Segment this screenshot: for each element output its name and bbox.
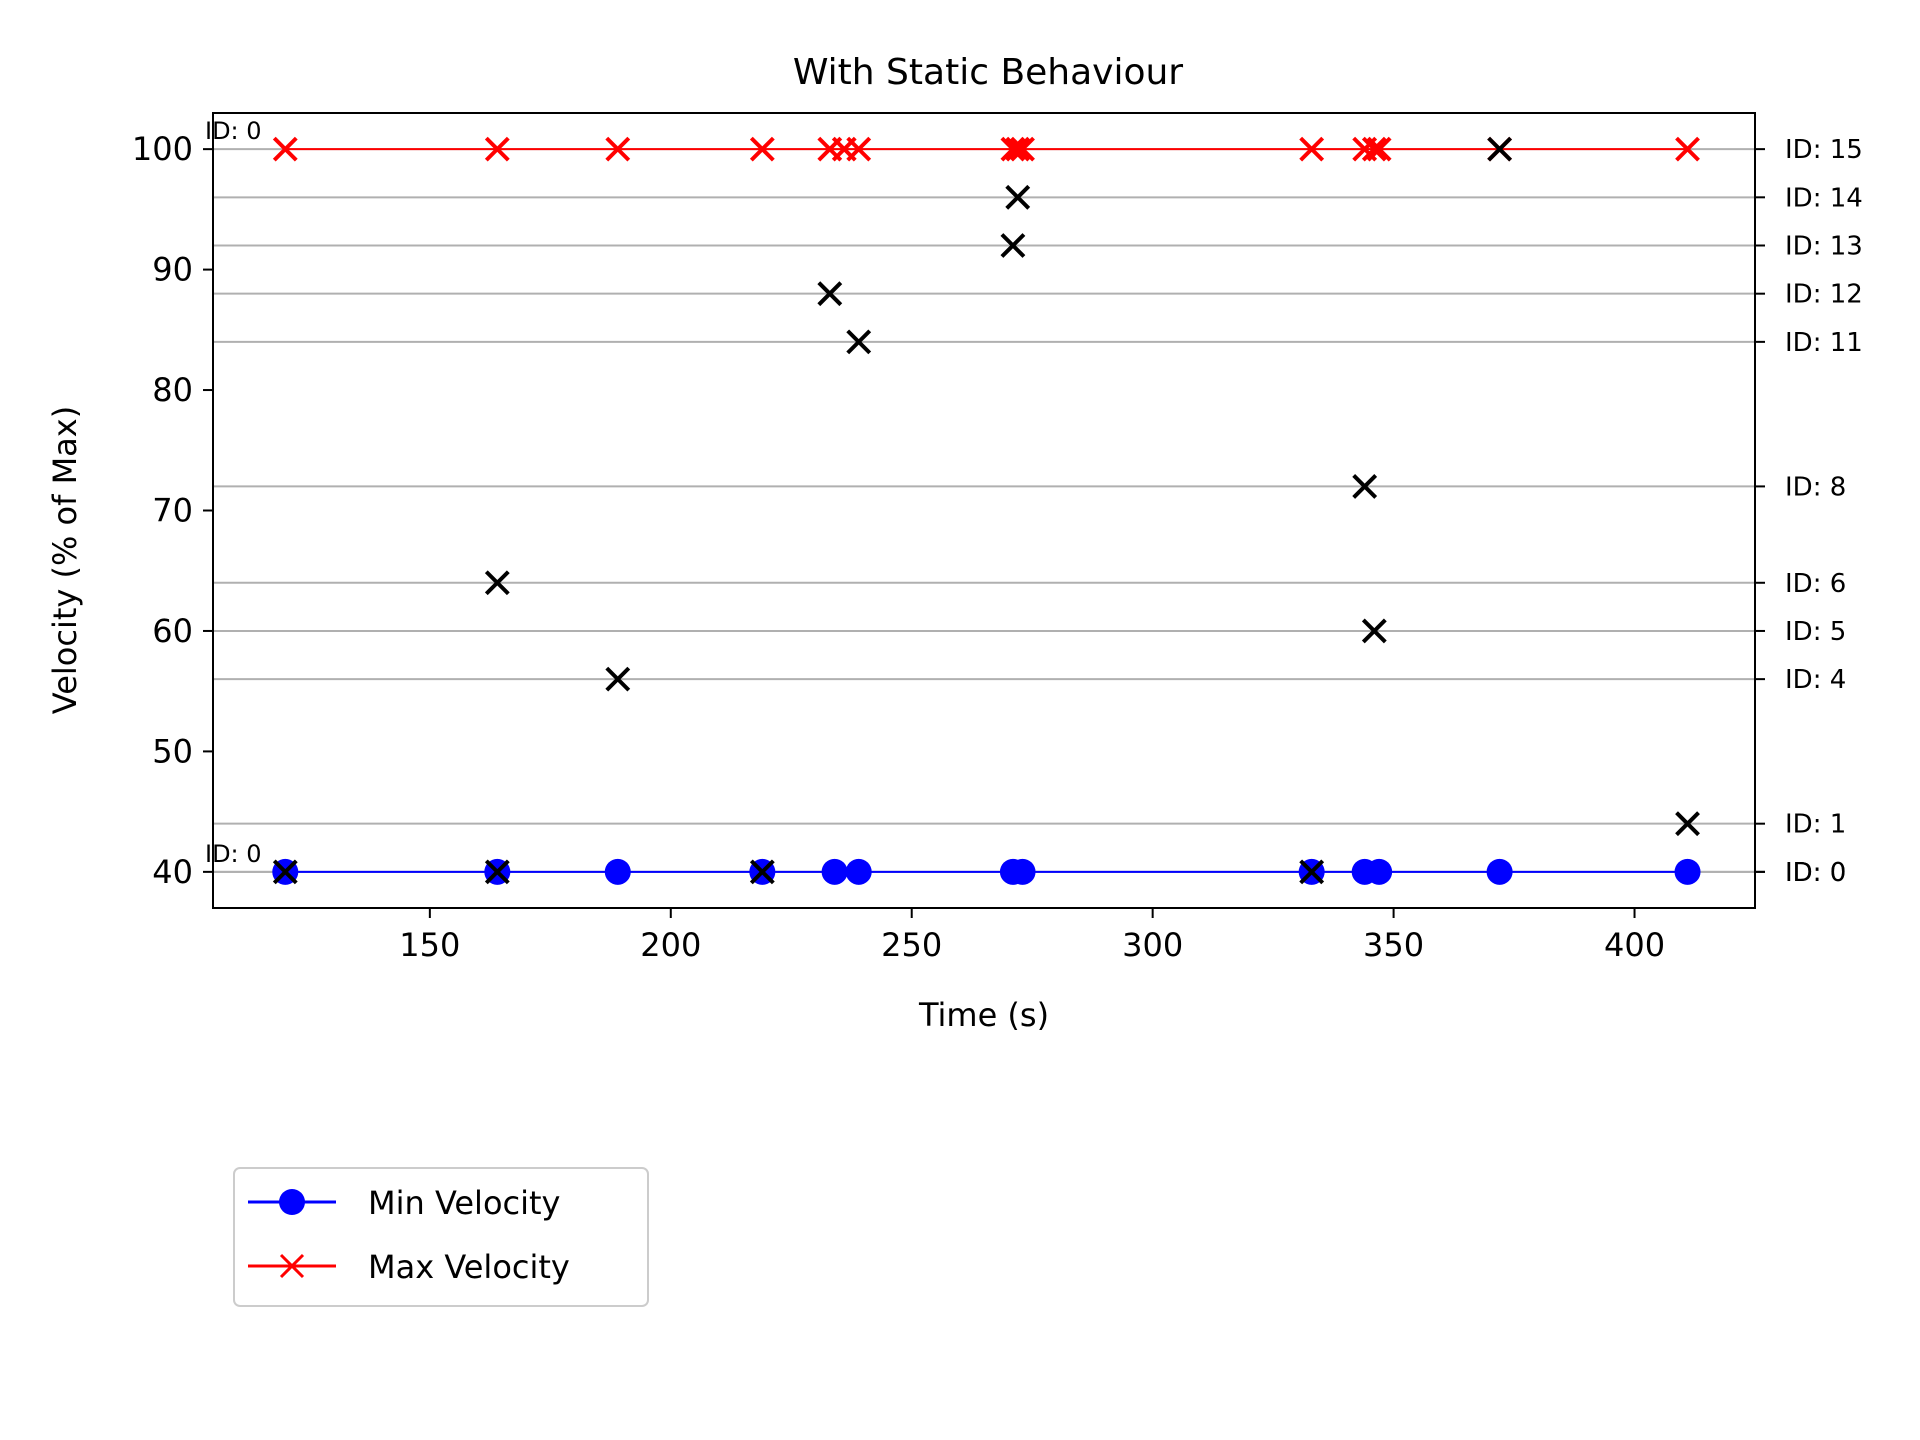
legend-box	[233, 1167, 649, 1307]
y-tick-label: 60	[152, 612, 193, 650]
max-velocity-point	[1361, 136, 1387, 162]
max-velocity-point-stroke	[605, 136, 631, 162]
legend-marker-max-stroke	[279, 1253, 305, 1279]
id-label: ID: 1	[1785, 810, 1846, 840]
y-tick-label: 40	[152, 853, 193, 891]
y-tick-label: 80	[152, 371, 193, 409]
max-velocity-point	[605, 136, 631, 162]
id-marker-point-stroke	[605, 666, 631, 692]
legend-label-max: Max Velocity	[368, 1248, 570, 1286]
max-velocity-point	[846, 136, 872, 162]
legend-marker-min	[279, 1189, 305, 1215]
id-marker-point-stroke	[846, 329, 872, 355]
id-marker-point	[484, 859, 510, 885]
legend-label-min: Min Velocity	[368, 1184, 560, 1222]
max-velocity-point	[1000, 136, 1026, 162]
legend-marker-max	[279, 1253, 305, 1279]
id-marker-point	[272, 859, 298, 885]
id-marker-point	[1352, 473, 1378, 499]
id-label: ID: 13	[1785, 232, 1863, 262]
min-velocity-point	[1486, 858, 1513, 885]
max-velocity-point-stroke	[846, 136, 872, 162]
max-velocity-point-stroke	[1000, 136, 1026, 162]
x-tick-label: 150	[399, 926, 460, 964]
plot-area: ID: 15 ID: 14 ID: 13 ID: 12 ID: 11 ID: 8 ID: 6…	[132, 112, 1863, 964]
id-marker-point	[1299, 859, 1325, 885]
min-velocity-point	[1674, 858, 1701, 885]
x-tick-label: 200	[640, 926, 701, 964]
max-velocity-point	[272, 136, 298, 162]
y-tick-label: 100	[132, 130, 193, 168]
id-marker-point-stroke	[1005, 184, 1031, 210]
y-tick-label: 90	[152, 251, 193, 289]
id-marker-point-stroke	[1000, 233, 1026, 258]
id-marker-point-stroke	[1299, 859, 1325, 885]
max-velocity-point	[749, 136, 775, 162]
y-axis-label: Velocity (% of Max)	[46, 406, 84, 714]
id-marker-point	[1675, 811, 1700, 837]
id-label: ID: 0	[1785, 858, 1846, 888]
legend: Min Velocity Max Velocity	[233, 1167, 649, 1307]
id-label: ID: 8	[1785, 472, 1846, 502]
max-velocity-point	[484, 136, 510, 162]
max-velocity-point-stroke	[1675, 136, 1700, 162]
min-velocity-point	[604, 858, 631, 885]
chart-title: With Static Behaviour	[793, 52, 1183, 93]
max-velocity-point-stroke	[1299, 136, 1325, 162]
id-label: ID: 6	[1785, 569, 1846, 599]
max-velocity-point-stroke	[749, 136, 775, 162]
max-velocity-point	[1675, 136, 1700, 162]
x-tick-label: 400	[1604, 926, 1665, 964]
id-label: ID: 11	[1785, 328, 1863, 358]
max-velocity-point	[1366, 136, 1392, 162]
id-marker-point-stroke	[749, 859, 775, 885]
x-tick-label: 350	[1363, 926, 1424, 964]
max-velocity-point-stroke	[272, 136, 298, 162]
id-marker-point	[484, 570, 510, 596]
x-tick-label: 300	[1122, 926, 1183, 964]
y-tick-label: 50	[152, 732, 193, 770]
max-velocity-point-stroke	[484, 136, 510, 162]
id-label: ID: 12	[1785, 280, 1863, 310]
corner-id-label: ID: 0	[205, 840, 262, 868]
min-velocity-point	[845, 858, 872, 885]
id-marker-point-stroke	[1361, 618, 1387, 644]
id-marker-point-stroke	[1487, 136, 1513, 162]
max-velocity-point-stroke	[1005, 136, 1031, 162]
id-label: ID: 5	[1785, 617, 1846, 647]
max-velocity-point-stroke	[1366, 136, 1392, 162]
x-tick-label: 250	[881, 926, 942, 964]
id-marker-point	[1361, 618, 1387, 644]
max-velocity-point	[1299, 136, 1325, 162]
max-velocity-point	[1005, 136, 1031, 162]
id-marker-point	[1000, 233, 1026, 258]
min-velocity-point	[821, 858, 848, 885]
id-marker-point-stroke	[484, 859, 510, 885]
max-velocity-point-stroke	[1010, 136, 1035, 162]
id-marker-point	[749, 859, 775, 885]
id-label: ID: 0	[1785, 858, 1846, 888]
max-velocity-point-stroke	[1361, 136, 1387, 162]
x-axis-label: Time (s)	[918, 996, 1049, 1034]
y-tick-label: 70	[152, 492, 193, 530]
min-velocity-point	[1009, 858, 1036, 885]
id-marker-point-stroke	[272, 859, 298, 885]
id-marker-point	[605, 666, 631, 692]
max-velocity-point	[1010, 136, 1035, 162]
min-velocity-point	[1366, 858, 1393, 885]
id-marker-point	[1487, 136, 1513, 162]
id-label: ID: 4	[1785, 665, 1846, 695]
id-marker-point	[1005, 184, 1031, 210]
id-label: ID: 15	[1785, 135, 1863, 165]
id-marker-point-stroke	[484, 570, 510, 596]
id-label: ID: 14	[1785, 183, 1863, 213]
id-marker-point-stroke	[1675, 811, 1700, 837]
id-marker-point-stroke	[817, 281, 843, 307]
id-marker-point	[817, 281, 843, 307]
corner-id-label: ID: 0	[205, 117, 262, 145]
id-marker-point	[846, 329, 872, 355]
id-marker-point-stroke	[1352, 473, 1378, 499]
